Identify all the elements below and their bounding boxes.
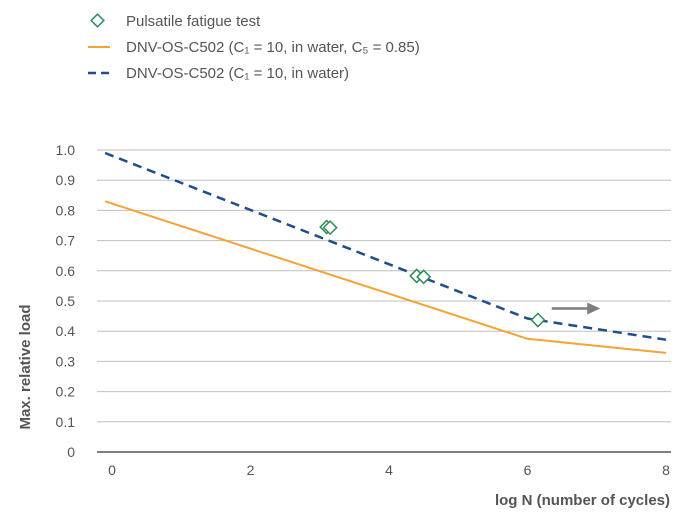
data-point-diamond [416,269,432,285]
y-tick-label: 0.7 [56,233,76,249]
legend: Pulsatile fatigue test DNV-OS-C502 (C₁ =… [88,8,420,86]
x-tick-label: 8 [662,462,670,478]
dashed-line-icon [88,71,112,75]
y-tick-label: 0.3 [56,353,76,369]
data-point-diamond [530,312,546,328]
x-tick-label: 2 [247,462,255,478]
right-arrow-icon [587,302,601,315]
y-tick-label: 0.1 [56,414,76,430]
y-tick-label: 0.9 [56,172,76,188]
y-tick-label: 1.0 [56,142,76,158]
diamond-icon [90,13,105,28]
gridlines [97,149,671,423]
x-tick-label: 0 [108,462,116,478]
x-tick-label: 4 [385,462,393,478]
y-tick-label: 0.8 [56,202,76,218]
y-tick-label: 0 [67,444,75,460]
y-axis-title: Max. relative load [17,304,34,429]
y-tick-label: 0.4 [56,323,76,339]
axes: 0 0.1 0.2 0.3 0.4 0.5 0.6 0.7 0.8 0.9 1.0 0 2 4 6 8 [56,142,671,478]
legend-label: DNV-OS-C502 (C₁ = 10, in water) [126,64,350,82]
y-tick-label: 0.5 [56,293,76,309]
legend-item-dnv-c5: DNV-OS-C502 (C₁ = 10, in water, C₅ = 0.8… [88,34,420,60]
annotations [551,302,601,315]
y-tick-label: 0.2 [56,384,76,400]
x-tick-label: 6 [524,462,532,478]
data-point-diamond [322,220,338,236]
solid-line-icon [88,46,110,48]
legend-label: DNV-OS-C502 (C₁ = 10, in water, C₅ = 0.8… [126,38,420,56]
y-tick-label: 0.6 [56,263,76,279]
x-axis-title: log N (number of cycles) [495,492,670,509]
legend-item-dnv: DNV-OS-C502 (C₁ = 10, in water) [88,60,420,86]
legend-item-pulsatile-test: Pulsatile fatigue test [88,8,420,34]
series-line-dnv-c5 [104,200,667,354]
legend-label: Pulsatile fatigue test [126,12,261,30]
series-line-dnv [104,151,667,341]
plot-area [104,151,667,354]
